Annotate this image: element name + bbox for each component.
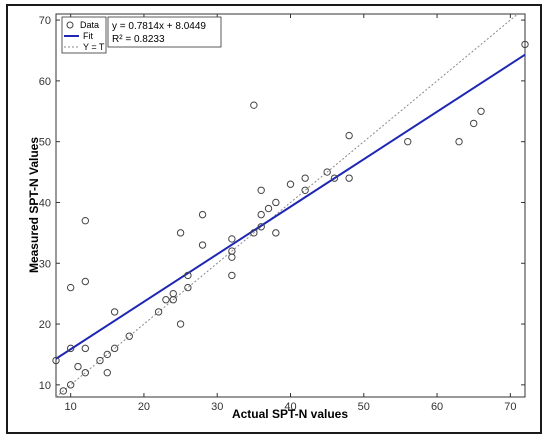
data-point [404, 137, 412, 146]
data-point [66, 283, 75, 292]
data-point [323, 168, 331, 176]
data-point [81, 368, 90, 377]
y-axis-label: Measured SPT-N Values [27, 137, 41, 273]
x-tick-label: 50 [358, 401, 370, 413]
y-tick-label: 50 [39, 137, 51, 149]
data-point [59, 387, 68, 395]
data-point [286, 180, 295, 188]
data-point [228, 271, 236, 280]
data-points [52, 40, 529, 395]
data-point [477, 107, 485, 115]
data-point [169, 289, 177, 298]
data-point [228, 247, 236, 255]
data-point [81, 216, 90, 225]
plot-area [55, 13, 526, 398]
data-point [184, 283, 192, 292]
data-point [250, 229, 258, 237]
data-point [81, 277, 90, 286]
data-point [198, 210, 207, 219]
data-point [184, 271, 192, 280]
x-tick-label: 40 [284, 401, 296, 413]
data-point [301, 174, 309, 182]
data-point [257, 210, 265, 219]
axis-ticks: 10 20 30 40 50 60 70 10 20 30 40 50 60 70 [39, 14, 525, 413]
y-tick-label: 20 [39, 319, 51, 331]
data-point [345, 174, 353, 182]
data-point [228, 235, 236, 243]
data-point [110, 344, 119, 353]
data-point [176, 320, 185, 328]
data-point [330, 174, 339, 182]
data-point [521, 40, 529, 49]
data-point [250, 101, 258, 109]
data-point [257, 186, 265, 195]
data-point [96, 356, 104, 365]
equation-box: y = 0.7814x + 8.0449 R² = 0.8233 [107, 16, 222, 48]
data-point [257, 223, 265, 231]
x-tick-label: 70 [504, 401, 516, 413]
data-point [455, 137, 463, 146]
legend-data-label: Data [80, 20, 99, 30]
y-tick-label: 30 [39, 258, 51, 270]
data-point [198, 241, 207, 249]
legend-fit-label: Fit [83, 31, 93, 41]
data-point [103, 350, 111, 359]
x-tick-label: 60 [431, 401, 443, 413]
data-point [66, 344, 75, 353]
data-point [345, 131, 353, 140]
data-point [74, 362, 82, 371]
data-point [162, 296, 170, 304]
data-point [110, 308, 119, 316]
y-tick-label: 60 [39, 76, 51, 88]
legend: Data Fit Y = T [61, 16, 107, 54]
data-point [264, 204, 273, 213]
data-point [103, 368, 111, 377]
data-point [52, 356, 60, 365]
x-axis-label: Actual SPT-N values [232, 407, 348, 421]
y-tick-label: 10 [39, 380, 51, 392]
legend-data-marker [66, 21, 74, 29]
x-tick-label: 10 [65, 401, 77, 413]
data-point [66, 381, 75, 389]
equation-box-border [107, 16, 222, 48]
data-point [301, 186, 309, 195]
data-point [81, 344, 90, 353]
r-squared: R² = 0.8233 [112, 34, 165, 45]
y-tick-label: 40 [39, 197, 51, 209]
fit-equation: y = 0.7814x + 8.0449 [112, 21, 206, 32]
data-point [272, 198, 280, 207]
data-point [125, 332, 133, 340]
legend-identity-label: Y = T [83, 42, 105, 52]
x-tick-label: 30 [211, 401, 223, 413]
data-point [154, 308, 163, 316]
data-point [176, 229, 185, 237]
data-point [470, 119, 478, 128]
data-point [272, 229, 280, 237]
x-tick-label: 20 [138, 401, 150, 413]
fit-line [55, 53, 526, 360]
y-tick-label: 70 [39, 15, 51, 27]
